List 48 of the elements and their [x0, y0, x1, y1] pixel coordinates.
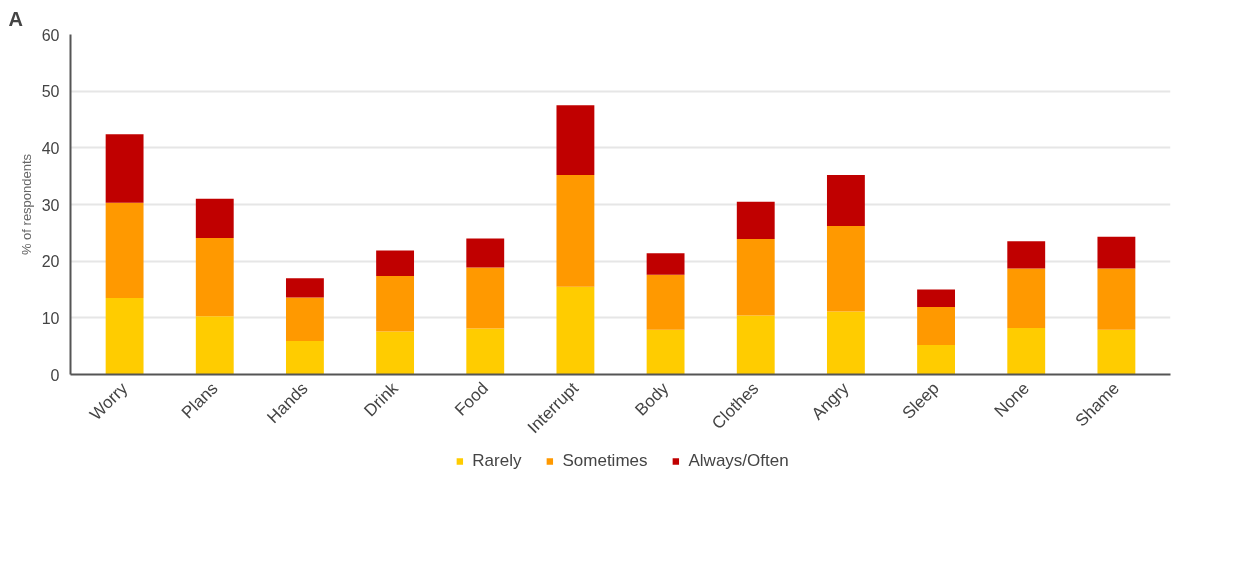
bar [285, 278, 324, 298]
bar [556, 286, 595, 375]
bar [917, 345, 956, 375]
bar [826, 175, 865, 227]
bar [736, 315, 775, 375]
bar [285, 341, 324, 375]
bar [376, 275, 415, 332]
bar [556, 175, 595, 287]
y-tick-label: 30 [41, 196, 60, 214]
text: A [8, 7, 23, 30]
bar [556, 105, 595, 176]
bar [1007, 241, 1046, 269]
bar [466, 238, 505, 268]
bar [1097, 268, 1136, 330]
bar [466, 267, 505, 329]
bar [105, 298, 144, 375]
bar [195, 237, 234, 317]
bar [466, 328, 505, 375]
bar [826, 226, 865, 312]
bar [195, 198, 234, 238]
bar [826, 311, 865, 375]
bar [1097, 236, 1136, 269]
bar [376, 331, 415, 375]
bar [736, 239, 775, 316]
bar [376, 250, 415, 276]
y-tick-label: 40 [41, 139, 60, 157]
bar [105, 202, 144, 298]
y-tick-label: 50 [41, 83, 60, 101]
bar [646, 329, 685, 375]
bar [917, 307, 956, 346]
y-tick-label: 60 [41, 26, 60, 44]
bar [285, 297, 324, 342]
bar [646, 274, 685, 330]
legend-label: Always/Often [688, 451, 789, 471]
bar [917, 289, 956, 308]
bar [1097, 329, 1136, 375]
y-tick-label: 20 [41, 253, 60, 271]
bar [195, 316, 234, 375]
legend-label: Rarely [472, 451, 522, 471]
bar [736, 201, 775, 240]
legend-label: Sometimes [562, 451, 648, 471]
bar [105, 134, 144, 203]
bar [1007, 268, 1046, 329]
y-tick-label: 10 [41, 309, 60, 327]
bar [1007, 328, 1046, 375]
y-tick-label: 0 [50, 366, 60, 384]
y-axis-title: % of respondents [18, 153, 34, 256]
bar [646, 253, 685, 275]
